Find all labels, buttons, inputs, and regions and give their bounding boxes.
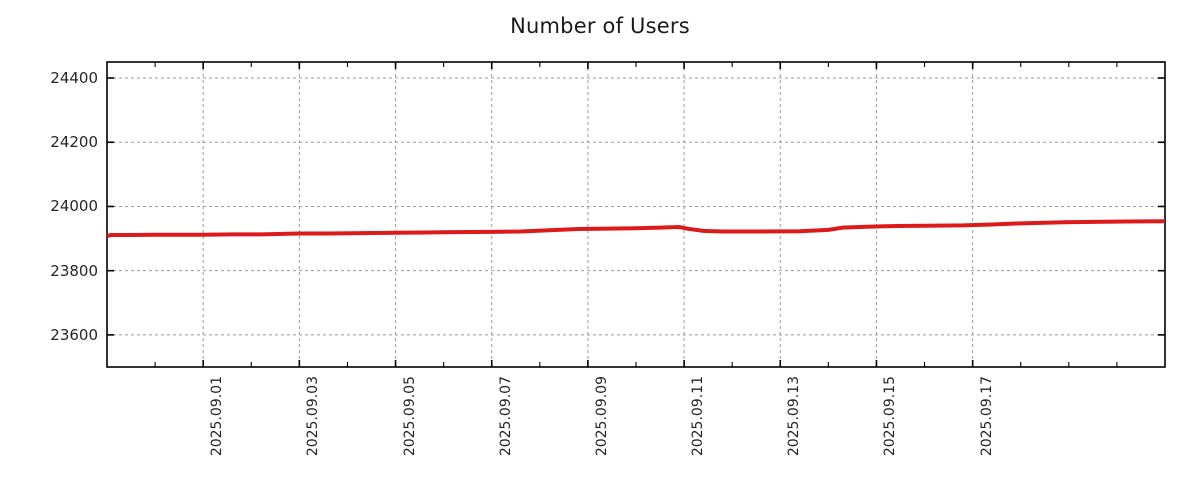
x-tick-label: 2025.09.09 xyxy=(593,376,610,457)
plot-border xyxy=(106,61,1166,368)
x-tick-label: 2025.09.05 xyxy=(401,376,418,457)
major-tick-marks xyxy=(107,62,1165,367)
x-tick-label: 2025.09.03 xyxy=(305,376,322,457)
y-tick-label: 23800 xyxy=(50,261,98,280)
x-tick-label: 2025.09.07 xyxy=(497,376,514,457)
y-axis-tick-labels: 23600 23800 24000 24200 24400 xyxy=(0,0,98,500)
x-tick-label: 2025.09.11 xyxy=(690,376,707,457)
x-tick-label: 2025.09.13 xyxy=(786,376,803,457)
y-tick-label: 23600 xyxy=(50,325,98,344)
x-axis-tick-labels: 2025.09.01 2025.09.03 2025.09.05 2025.09.07… xyxy=(0,376,1200,500)
gridlines xyxy=(107,62,1165,367)
y-tick-label: 24400 xyxy=(50,69,98,88)
data-series-line xyxy=(106,219,1166,238)
x-tick-label: 2025.09.15 xyxy=(882,376,899,457)
y-tick-label: 24000 xyxy=(50,197,98,216)
y-tick-label: 24200 xyxy=(50,133,98,152)
x-tick-label: 2025.09.17 xyxy=(978,376,995,457)
chart-title: Number of Users xyxy=(510,14,690,38)
x-tick-label: 2025.09.01 xyxy=(209,376,226,457)
